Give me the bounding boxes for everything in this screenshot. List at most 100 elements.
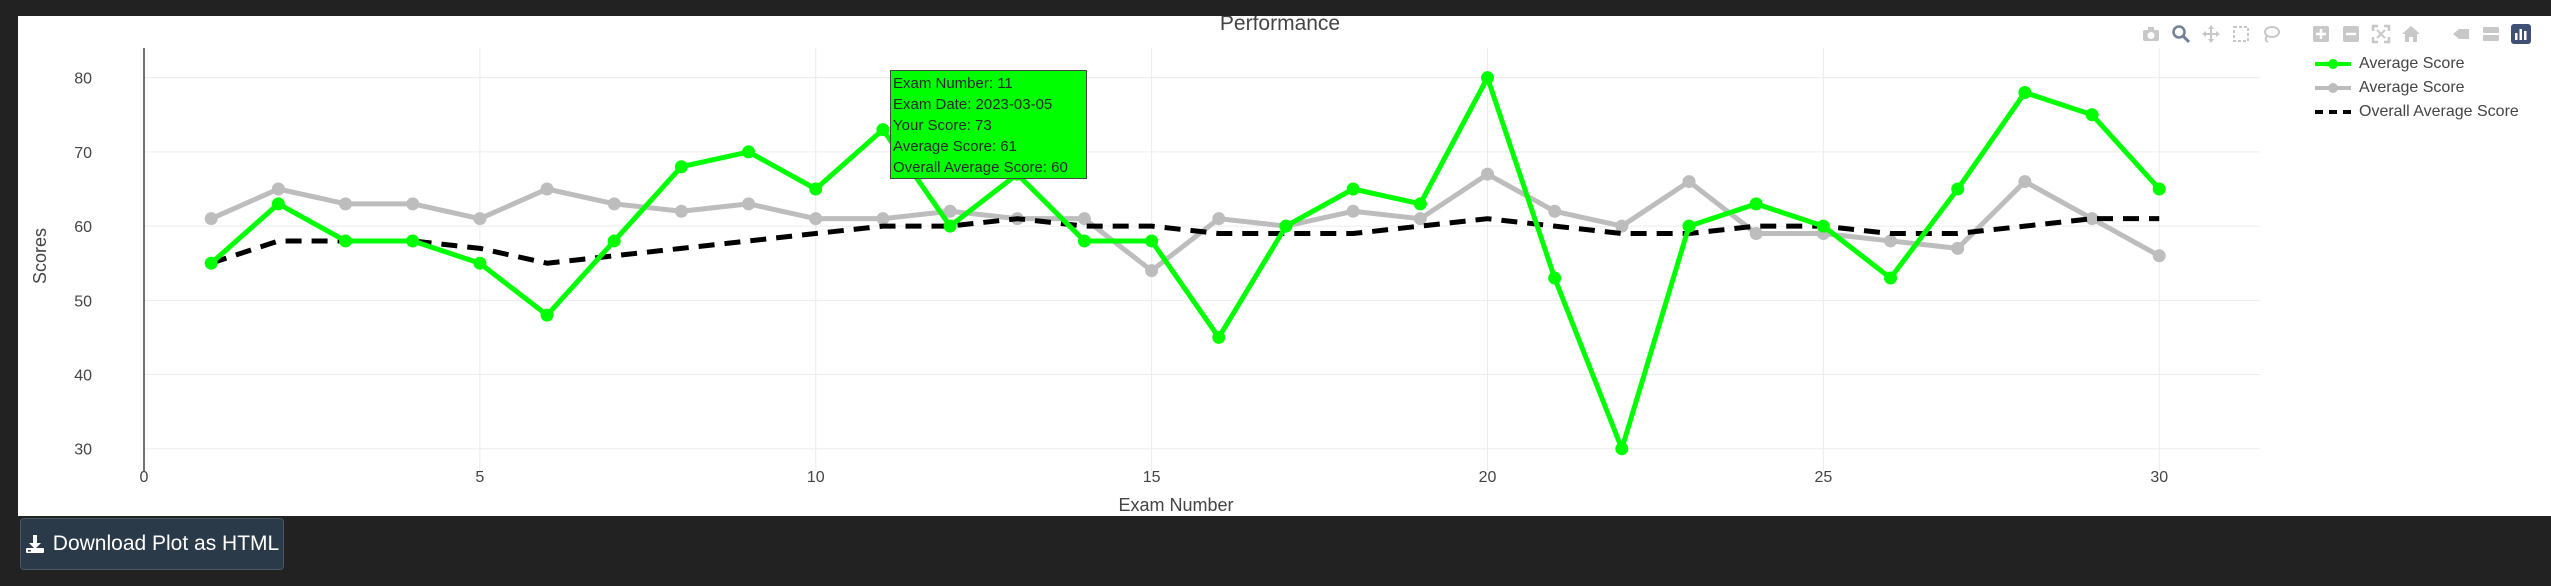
legend-item-overall-average[interactable]: Overall Average Score (2313, 100, 2519, 124)
data-point-1 (406, 197, 420, 211)
y-tick-label: 80 (74, 71, 92, 88)
data-point-0 (2152, 182, 2166, 196)
data-point-0 (1077, 234, 1091, 248)
data-point-1 (2085, 212, 2099, 226)
y-tick-label: 60 (74, 219, 92, 236)
pan-icon[interactable] (2199, 22, 2223, 46)
series-line-2 (210, 216, 2160, 266)
zoom-icon[interactable] (2169, 22, 2193, 46)
data-point-1 (607, 197, 621, 211)
data-point-0 (809, 182, 823, 196)
data-point-0 (1951, 182, 1965, 196)
download-button-label: Download Plot as HTML (52, 532, 280, 555)
data-point-0 (1884, 271, 1898, 285)
data-point-1 (540, 182, 554, 196)
data-point-1 (473, 212, 487, 226)
data-point-1 (1480, 167, 1494, 181)
data-point-1 (1212, 212, 1226, 226)
data-point-0 (1212, 330, 1226, 344)
data-point-1 (1413, 212, 1427, 226)
data-point-0 (1279, 219, 1293, 233)
data-point-0 (1615, 442, 1629, 456)
x-tick-label: 30 (2150, 469, 2168, 486)
reset-axes-icon[interactable] (2399, 22, 2423, 46)
legend-item-average-score[interactable]: Average Score (2313, 76, 2519, 100)
y-tick-label: 50 (74, 293, 92, 310)
modebar (2139, 22, 2533, 46)
x-tick-label: 10 (807, 469, 825, 486)
data-point-1 (1682, 175, 1696, 189)
lasso-select-icon[interactable] (2259, 22, 2283, 46)
data-point-0 (1548, 271, 1562, 285)
y-axis-label: Scores (30, 228, 50, 284)
x-tick-label: 0 (140, 469, 149, 486)
tooltip-line: Average Score: 61 (893, 138, 1017, 155)
data-point-1 (1884, 234, 1898, 248)
data-point-0 (271, 197, 285, 211)
x-tick-label: 25 (1814, 469, 1832, 486)
data-point-0 (607, 234, 621, 248)
data-point-0 (540, 308, 554, 322)
tooltip-line: Exam Date: 2023-03-05 (893, 96, 1053, 113)
data-point-1 (1951, 241, 1965, 255)
data-point-1 (876, 212, 890, 226)
data-point-0 (2018, 86, 2032, 100)
series-layer[interactable] (204, 71, 2166, 456)
data-point-1 (204, 212, 218, 226)
x-tick-label: 15 (1143, 469, 1161, 486)
data-point-0 (1816, 219, 1830, 233)
data-point-0 (1145, 234, 1159, 248)
data-point-1 (1615, 219, 1629, 233)
hover-tooltip: Exam Number: 11 Exam Date: 2023-03-05 Yo… (890, 70, 1087, 179)
data-point-0 (1749, 197, 1763, 211)
data-point-1 (2018, 175, 2032, 189)
hover-compare-icon[interactable] (2479, 22, 2503, 46)
data-point-1 (1346, 204, 1360, 218)
grid-layer (144, 48, 2260, 471)
legend-dash-line-icon (2315, 110, 2351, 114)
hover-closest-icon[interactable] (2449, 22, 2473, 46)
tooltip-line: Overall Average Score: 60 (893, 159, 1068, 176)
legend-green-marker-icon (2315, 59, 2351, 69)
data-point-0 (204, 256, 218, 270)
zoom-in-icon[interactable] (2309, 22, 2333, 46)
tooltip-line: Your Score: 73 (893, 117, 992, 134)
legend-label: Average Score (2359, 79, 2465, 96)
data-point-0 (473, 256, 487, 270)
data-point-1 (943, 204, 957, 218)
x-axis-label: Exam Number (1118, 495, 1233, 515)
x-tick-label: 20 (1479, 469, 1497, 486)
legend-label: Average Score (2359, 55, 2465, 72)
legend-label: Overall Average Score (2359, 103, 2519, 120)
chart-svg: 0 5 10 15 20 25 30 30 40 50 60 70 80 Performance Exa… (30, 16, 2260, 515)
series-line-1 (210, 171, 2161, 274)
y-tick-label: 40 (74, 368, 92, 385)
data-point-0 (943, 219, 957, 233)
autoscale-icon[interactable] (2369, 22, 2393, 46)
data-point-1 (271, 182, 285, 196)
data-point-0 (339, 234, 353, 248)
x-tick-label: 5 (475, 469, 484, 486)
box-select-icon[interactable] (2229, 22, 2253, 46)
chart-title: Performance (1220, 16, 1340, 35)
data-point-0 (406, 234, 420, 248)
data-point-1 (674, 204, 688, 218)
plotly-logo-icon[interactable] (2509, 22, 2533, 46)
zoom-out-icon[interactable] (2339, 22, 2363, 46)
download-plot-button[interactable]: Download Plot as HTML (20, 518, 284, 570)
data-point-0 (1413, 197, 1427, 211)
data-point-1 (1548, 204, 1562, 218)
data-point-1 (1145, 264, 1159, 278)
data-point-0 (1682, 219, 1696, 233)
data-point-1 (742, 197, 756, 211)
axes-layer: 0 5 10 15 20 25 30 30 40 50 60 70 80 (74, 48, 2168, 486)
data-point-0 (2085, 108, 2099, 122)
legend-item-your-score[interactable]: Average Score (2313, 52, 2519, 76)
camera-icon[interactable] (2139, 22, 2163, 46)
data-point-1 (1077, 212, 1091, 226)
download-icon (25, 535, 44, 553)
y-tick-label: 30 (74, 442, 92, 459)
legend-gray-marker-icon (2315, 83, 2351, 93)
data-point-1 (2152, 249, 2166, 263)
plot-panel: 0 5 10 15 20 25 30 30 40 50 60 70 80 Performance Exa… (18, 16, 2551, 516)
